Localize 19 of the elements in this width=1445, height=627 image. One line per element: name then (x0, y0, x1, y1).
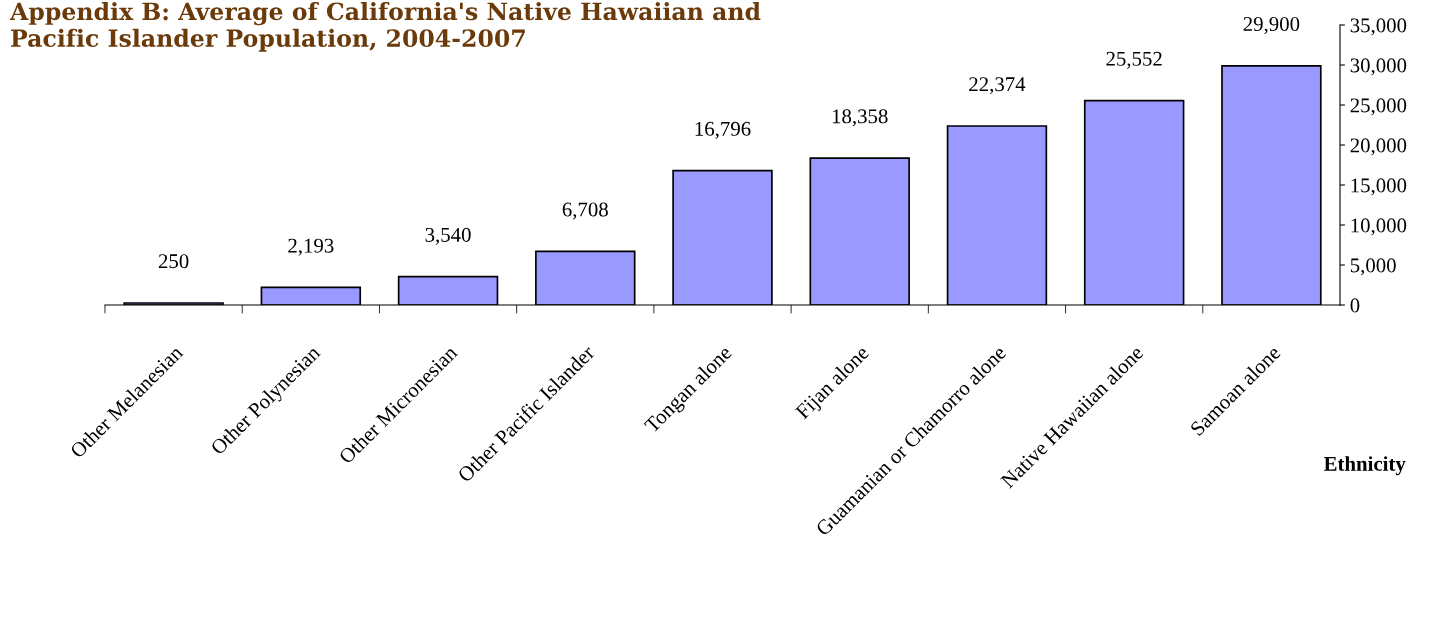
y-tick-label: 25,000 (1350, 98, 1407, 116)
y-tick-label: 10,000 (1351, 218, 1407, 236)
y-tick-label: 0 (1350, 298, 1360, 313)
y-tick-label: 20,000 (1350, 138, 1407, 156)
data-label: 22,374 (969, 77, 1026, 95)
x-axis-title: Ethnicity (1323, 456, 1406, 476)
data-label: 25,552 (1106, 51, 1162, 69)
data-label: 29,900 (1243, 16, 1300, 35)
y-tick-label: 5,000 (1350, 258, 1396, 276)
data-label: 250 (158, 254, 189, 269)
y-tick-label: 30,000 (1350, 58, 1407, 76)
data-label: 3,540 (425, 227, 471, 245)
data-label: 6,708 (562, 202, 608, 220)
y-tick-label: 15,000 (1351, 178, 1407, 196)
y-tick-label: 35,000 (1350, 18, 1407, 36)
data-label: 16,796 (695, 121, 751, 139)
data-label: 2,193 (288, 238, 334, 256)
data-label: 18,358 (832, 109, 888, 127)
chart-title: Appendix B: Average of California's Native Hawaiian and Pacific Islander Population, 2004-2007 (9, 2, 761, 52)
